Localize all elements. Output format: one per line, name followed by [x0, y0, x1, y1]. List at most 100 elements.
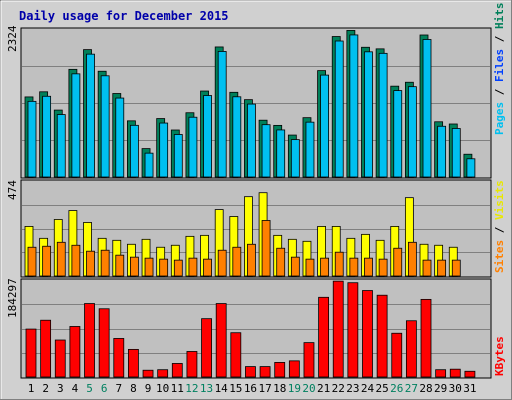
x-tick-label: 20: [302, 382, 315, 395]
sites-bar: [305, 258, 315, 277]
x-tick-label: 21: [317, 382, 330, 395]
pages-bar: [393, 90, 403, 178]
kbytes-bar: [288, 360, 300, 378]
pages-bar: [407, 86, 417, 178]
sites-bar: [130, 256, 139, 277]
pages-bar: [56, 114, 66, 178]
x-tick-label: 14: [215, 382, 229, 395]
x-tick-label: 15: [229, 382, 242, 395]
legend-files: Files: [493, 49, 506, 82]
pages-bar: [290, 139, 300, 178]
x-tick-label: 7: [115, 382, 122, 395]
pages-bar: [378, 52, 388, 178]
x-tick-label: 3: [57, 382, 64, 395]
legend-hits: Hits: [493, 3, 506, 30]
sites-bar: [276, 247, 286, 277]
pages-bar: [261, 124, 271, 178]
sites-bar: [378, 258, 388, 277]
pages-bar: [86, 53, 95, 178]
pages-bar: [305, 121, 315, 178]
sites-bar: [393, 247, 403, 277]
kbytes-bar: [303, 342, 315, 378]
sites-bar: [188, 257, 198, 277]
x-tick-label: 28: [419, 382, 432, 395]
kbytes-bar: [274, 362, 286, 378]
kbytes-bar: [332, 280, 344, 378]
sites-bar: [437, 259, 447, 277]
x-tick-label: 10: [156, 382, 169, 395]
kbytes-bar: [318, 296, 330, 378]
sites-bar: [407, 241, 417, 277]
kbytes-bar: [464, 370, 476, 378]
x-tick-label: 18: [273, 382, 286, 395]
pages-bar: [217, 51, 227, 178]
visits-ymax-label: 474: [6, 180, 19, 200]
sites-bar: [71, 244, 81, 277]
sites-bar: [349, 257, 359, 277]
sites-bar: [232, 246, 242, 277]
pages-bar: [130, 124, 139, 178]
x-tick-label: 2: [42, 382, 49, 395]
kbytes-bar: [245, 366, 256, 378]
kbytes-bar: [259, 366, 271, 378]
sites-bar: [27, 246, 37, 277]
pages-bar: [71, 73, 81, 178]
x-tick-label: 17: [258, 382, 271, 395]
kbytes-bar: [201, 318, 212, 378]
sites-bar: [217, 249, 227, 277]
pages-bar: [451, 128, 461, 178]
kbytes-bar: [435, 369, 447, 378]
x-tick-label: 27: [405, 382, 418, 395]
pages-bar: [276, 129, 286, 178]
x-tick-label: 24: [361, 382, 375, 395]
kbytes-bar: [215, 303, 227, 378]
kbytes-bar: [186, 351, 198, 378]
sites-bar: [364, 257, 373, 277]
legend-kbytes: KBytes: [493, 336, 506, 376]
kbytes-bar: [347, 282, 359, 378]
pages-bar: [232, 96, 242, 178]
chart-title: Daily usage for December 2015: [19, 9, 229, 23]
sites-bar: [334, 251, 344, 277]
kbytes-bar: [98, 308, 110, 378]
x-tick-label: 6: [101, 382, 108, 395]
x-tick-label: 12: [185, 382, 198, 395]
x-tick-label: 8: [130, 382, 137, 395]
sites-bar: [422, 259, 432, 277]
x-tick-label: 22: [332, 382, 345, 395]
sites-bar: [247, 243, 256, 277]
x-tick-label: 1: [28, 382, 35, 395]
pages-bar: [100, 75, 110, 178]
sites-bar: [115, 254, 125, 277]
kbytes-bar: [113, 338, 125, 378]
kbytes-bar: [420, 298, 432, 378]
x-tick-label: 5: [86, 382, 93, 395]
x-tick-label: 23: [346, 382, 359, 395]
pages-bar: [144, 152, 154, 178]
kbytes-bar: [405, 320, 417, 378]
x-tick-label: 19: [288, 382, 301, 395]
kbytes-bar: [171, 363, 183, 378]
kbytes-bar: [69, 326, 81, 378]
sites-bar: [290, 256, 300, 277]
svg-text:Pages / Files / Hits: Pages / Files / Hits: [493, 3, 506, 136]
sites-bar: [42, 245, 52, 277]
pages-bar: [334, 40, 344, 178]
hits-ymax-label: 2324: [6, 25, 19, 52]
x-tick-label: 25: [375, 382, 388, 395]
sites-bar: [144, 257, 154, 277]
legend-sites: Sites: [493, 240, 506, 273]
kbytes-bar: [376, 294, 388, 378]
pages-bar: [247, 103, 256, 178]
kbytes-bar: [84, 303, 95, 378]
kbytes-bar: [230, 332, 242, 378]
sites-bar: [451, 259, 461, 277]
sites-bar: [203, 258, 212, 277]
pages-bar: [422, 39, 432, 178]
pages-bar: [159, 122, 169, 178]
kbytes-bar: [449, 368, 461, 378]
kbytes-bar: [142, 369, 154, 378]
kbytes-bar: [40, 319, 52, 378]
sites-bar: [100, 249, 110, 277]
